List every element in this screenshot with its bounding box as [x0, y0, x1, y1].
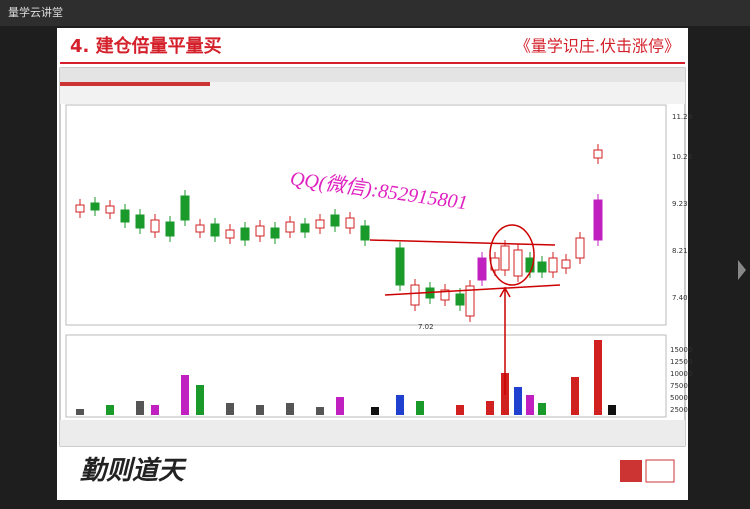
volume-bar [181, 375, 189, 415]
candle [225, 229, 235, 239]
volume-bar [286, 403, 294, 415]
candle [593, 149, 603, 159]
app-title: 量学云讲堂 [8, 5, 63, 19]
volume-bar [571, 377, 579, 415]
candle [150, 219, 160, 233]
candle [330, 214, 340, 227]
volume-bar [608, 405, 616, 415]
tab-strip [60, 82, 210, 86]
candle [270, 227, 280, 239]
volume-bar [226, 403, 234, 415]
candle [75, 204, 85, 213]
candle [410, 284, 420, 306]
candle [165, 221, 175, 237]
volume-bar [106, 405, 114, 415]
menu-bar [60, 68, 685, 82]
volume-axis-label: 15000 [670, 346, 692, 354]
volume-panel [65, 334, 667, 418]
candle [561, 259, 571, 269]
volume-bar [336, 397, 344, 415]
candle [240, 227, 250, 241]
candle [465, 285, 475, 317]
volume-bar [486, 401, 494, 415]
seal [620, 460, 642, 482]
volume-bar [514, 387, 522, 415]
candle [180, 195, 190, 221]
next-arrow[interactable] [738, 260, 746, 280]
toolbar [60, 82, 685, 104]
price-panel [65, 104, 667, 326]
candle [440, 289, 450, 301]
candle [195, 224, 205, 233]
slide-title: 4. 建仓倍量平量买 [70, 35, 222, 57]
volume-axis-label: 7500 [670, 382, 688, 390]
stock-window [59, 67, 686, 447]
volume-bar [538, 403, 546, 415]
candle [513, 249, 523, 277]
low-label: 7.02 [418, 323, 434, 331]
calligraphy: 勤则道天 [80, 456, 187, 486]
volume-bar [136, 401, 144, 415]
candle [315, 219, 325, 229]
volume-bar [526, 395, 534, 415]
price-axis-label: 9.23 [672, 200, 688, 208]
volume-axis-label: 10000 [670, 370, 692, 378]
candle [90, 202, 100, 211]
volume-bar [256, 405, 264, 415]
candle [537, 261, 547, 273]
annotation-circle [489, 224, 535, 286]
volume-bar [371, 407, 379, 415]
candle [285, 221, 295, 233]
annotation-line [369, 239, 561, 296]
price-axis-label: 10.26 [672, 153, 693, 161]
candle [120, 209, 130, 223]
status-bar [60, 420, 685, 446]
candle [500, 245, 510, 271]
candle [575, 237, 585, 259]
volume-bar [316, 407, 324, 415]
candle [395, 247, 405, 286]
candle [210, 223, 220, 237]
volume-bar [594, 340, 602, 415]
price-axis-label: 11.29 [672, 113, 692, 121]
volume-bar [416, 401, 424, 415]
volume-bar [396, 395, 404, 415]
seal-outline [645, 459, 675, 483]
volume-axis-label: 12500 [670, 358, 692, 366]
volume-bar [76, 409, 84, 415]
candle [300, 223, 310, 233]
candle [360, 225, 370, 241]
price-axis-label: 7.40 [672, 294, 688, 302]
candle [255, 225, 265, 237]
candle [455, 293, 465, 306]
volume-bar [456, 405, 464, 415]
price-axis-label: 8.21 [672, 247, 688, 255]
candle [593, 199, 603, 241]
volume-axis-label: 5000 [670, 394, 688, 402]
title-bar [0, 0, 750, 26]
slide-subtitle: 《量学识庄.伏击涨停》 [515, 37, 680, 56]
candle [548, 257, 558, 273]
volume-bar [151, 405, 159, 415]
candle [477, 257, 487, 281]
candle [345, 217, 355, 229]
annotation-arrow [499, 286, 511, 395]
volume-bar [196, 385, 204, 415]
candle [105, 205, 115, 214]
candle [135, 214, 145, 229]
volume-axis-label: 2500 [670, 406, 688, 414]
